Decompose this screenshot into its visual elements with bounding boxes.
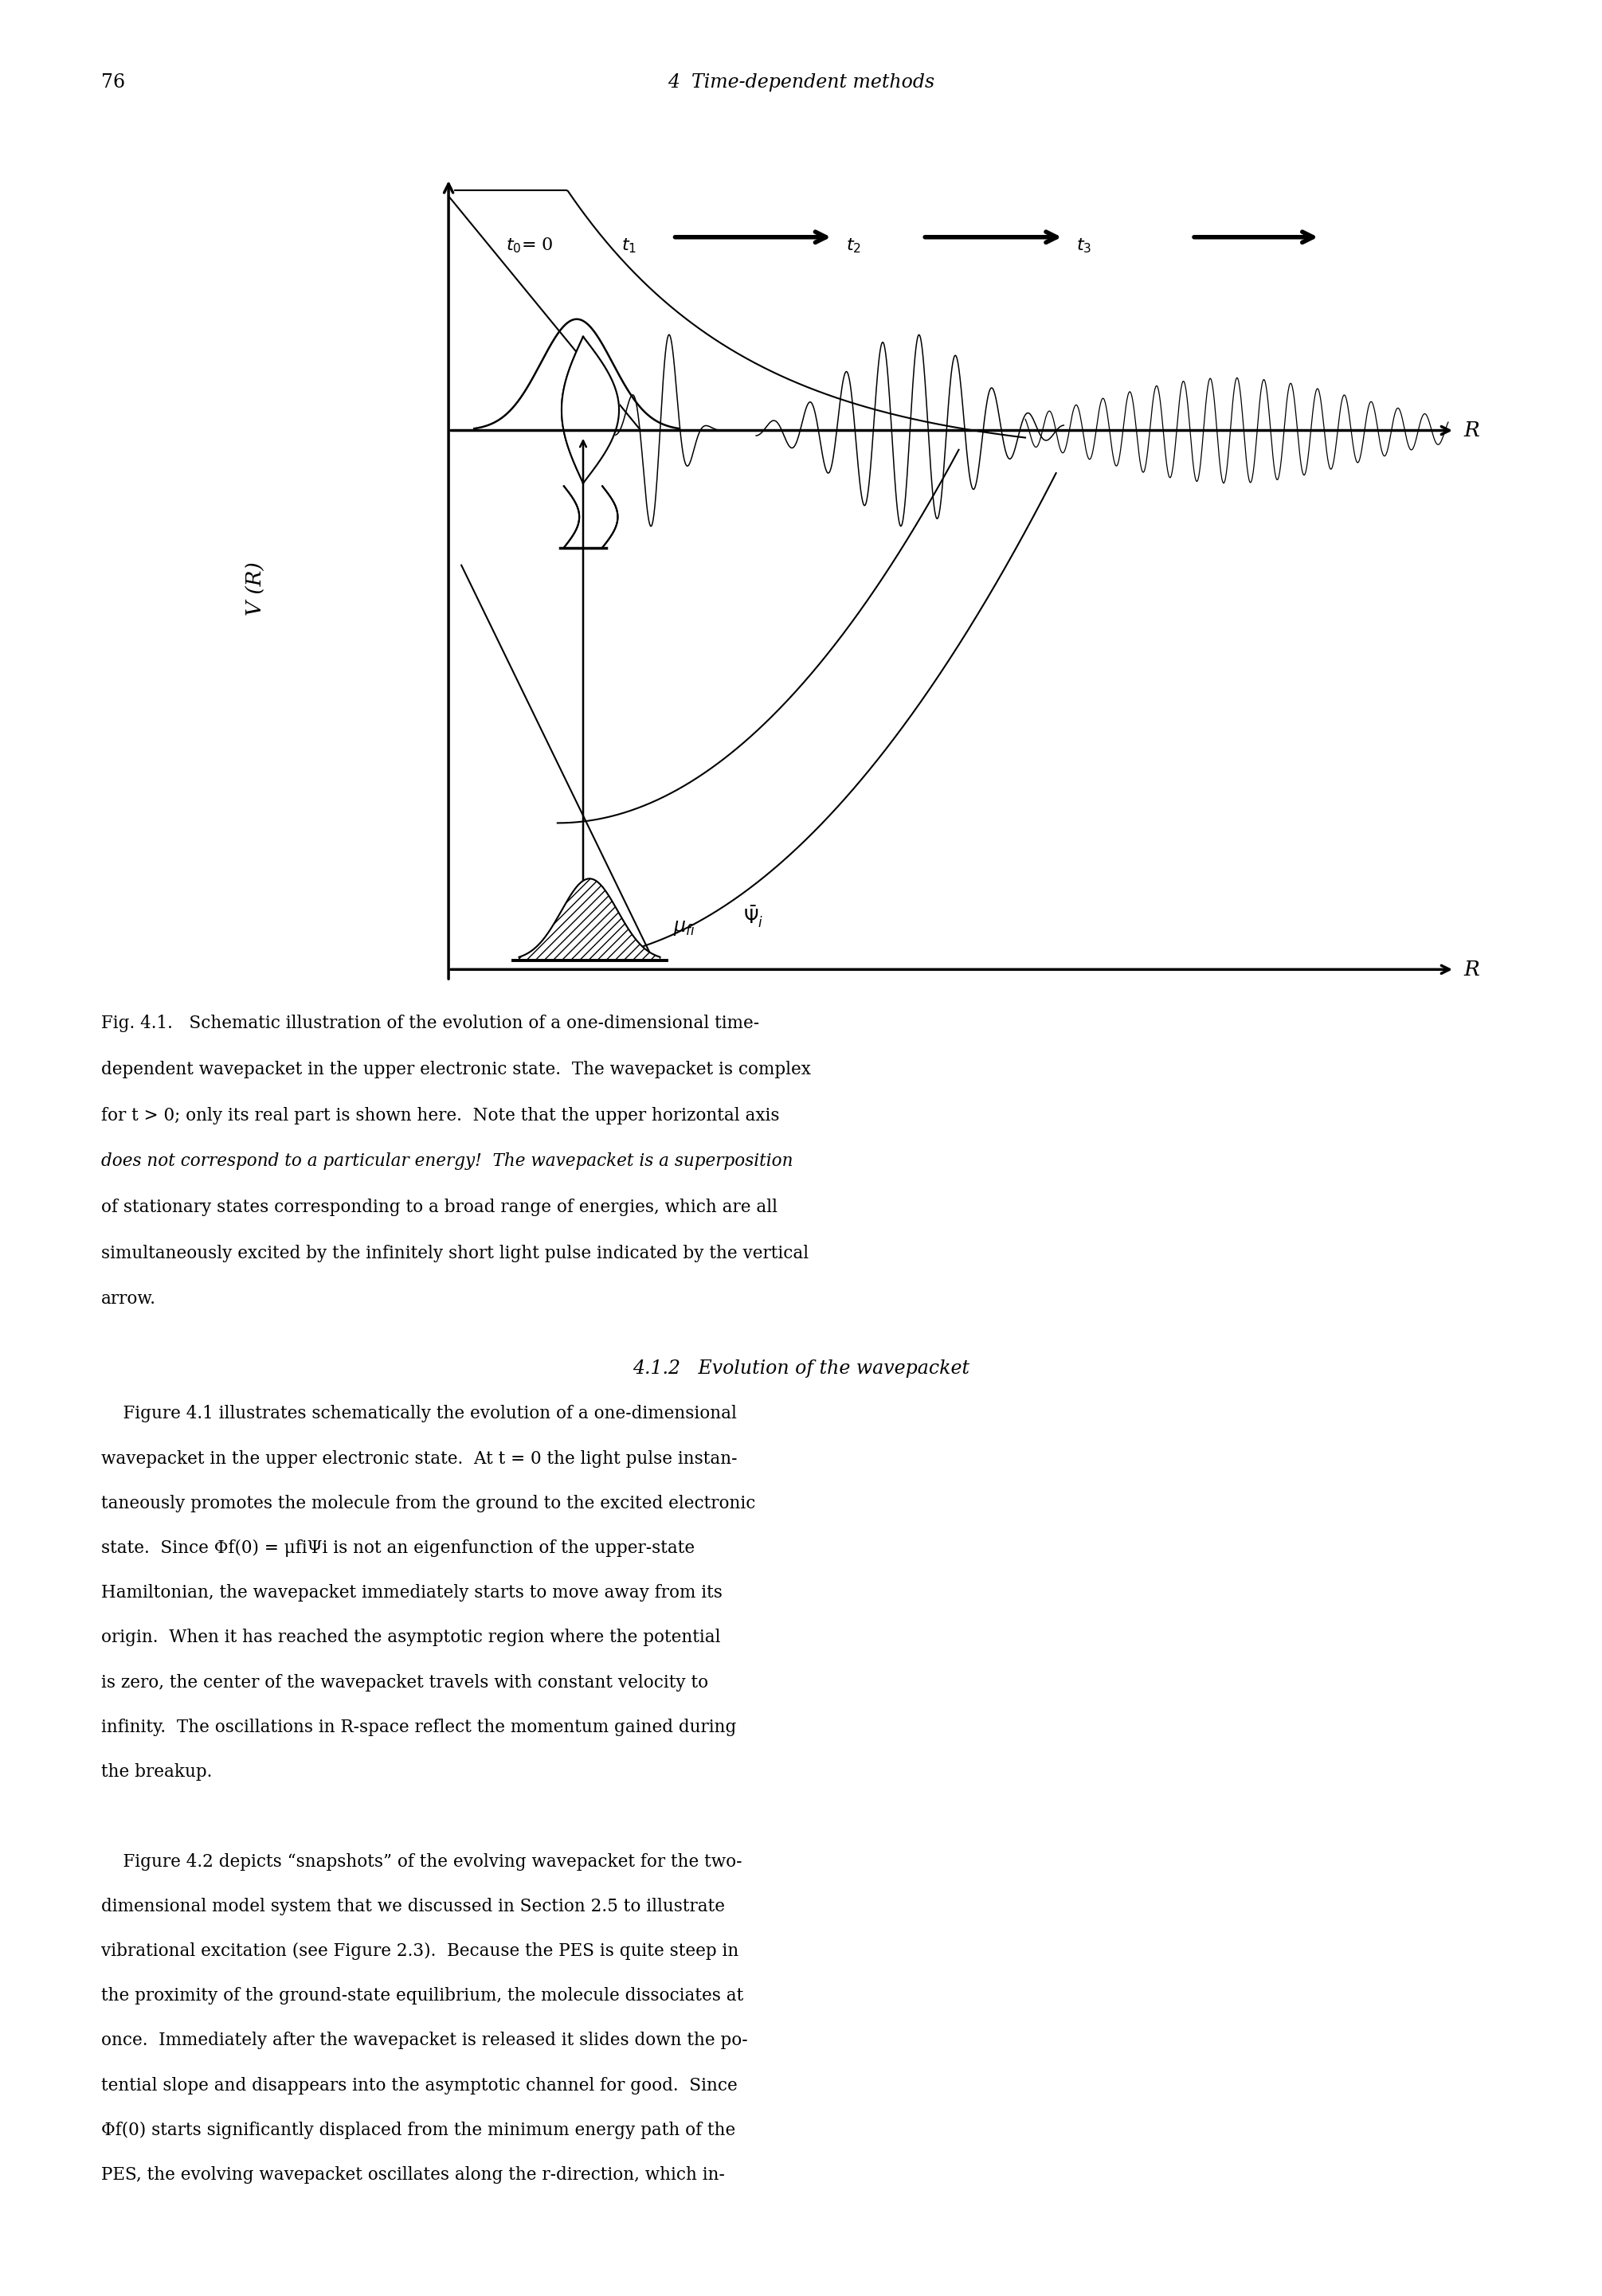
Text: arrow.: arrow. xyxy=(101,1290,155,1309)
Text: R: R xyxy=(1464,420,1479,441)
Text: tential slope and disappears into the asymptotic channel for good.  Since: tential slope and disappears into the as… xyxy=(101,2076,737,2094)
Text: taneously promotes the molecule from the ground to the excited electronic: taneously promotes the molecule from the… xyxy=(101,1495,755,1513)
Text: $\mu_{fi}$: $\mu_{fi}$ xyxy=(673,918,695,937)
Text: Hamiltonian, the wavepacket immediately starts to move away from its: Hamiltonian, the wavepacket immediately … xyxy=(101,1584,723,1603)
Text: 4  Time-dependent methods: 4 Time-dependent methods xyxy=(668,73,934,92)
Text: infinity.  The oscillations in R-space reflect the momentum gained during: infinity. The oscillations in R-space re… xyxy=(101,1717,737,1736)
Text: V (R): V (R) xyxy=(247,563,266,615)
Text: simultaneously excited by the infinitely short light pulse indicated by the vert: simultaneously excited by the infinitely… xyxy=(101,1244,809,1263)
Text: wavepacket in the upper electronic state.  At t = 0 the light pulse instan-: wavepacket in the upper electronic state… xyxy=(101,1451,737,1467)
Text: R: R xyxy=(1464,960,1479,980)
Text: Figure 4.2 depicts “snapshots” of the evolving wavepacket for the two-: Figure 4.2 depicts “snapshots” of the ev… xyxy=(101,1853,742,1871)
Text: 4.1.2   Evolution of the wavepacket: 4.1.2 Evolution of the wavepacket xyxy=(633,1359,969,1378)
Text: does not correspond to a particular energy!  The wavepacket is a superposition: does not correspond to a particular ener… xyxy=(101,1153,793,1171)
Text: the breakup.: the breakup. xyxy=(101,1763,211,1782)
Text: origin.  When it has reached the asymptotic region where the potential: origin. When it has reached the asymptot… xyxy=(101,1630,721,1646)
Text: dependent wavepacket in the upper electronic state.  The wavepacket is complex: dependent wavepacket in the upper electr… xyxy=(101,1061,811,1079)
Text: of stationary states corresponding to a broad range of energies, which are all: of stationary states corresponding to a … xyxy=(101,1199,777,1217)
Text: Fig. 4.1.   Schematic illustration of the evolution of a one-dimensional time-: Fig. 4.1. Schematic illustration of the … xyxy=(101,1015,759,1033)
Text: Figure 4.1 illustrates schematically the evolution of a one-dimensional: Figure 4.1 illustrates schematically the… xyxy=(101,1405,737,1424)
Text: for t > 0; only its real part is shown here.  Note that the upper horizontal axi: for t > 0; only its real part is shown h… xyxy=(101,1107,779,1125)
Text: is zero, the center of the wavepacket travels with constant velocity to: is zero, the center of the wavepacket tr… xyxy=(101,1674,708,1692)
Text: once.  Immediately after the wavepacket is released it slides down the po-: once. Immediately after the wavepacket i… xyxy=(101,2032,748,2050)
Text: PES, the evolving wavepacket oscillates along the r-direction, which in-: PES, the evolving wavepacket oscillates … xyxy=(101,2167,724,2183)
Text: dimensional model system that we discussed in Section 2.5 to illustrate: dimensional model system that we discuss… xyxy=(101,1896,724,1915)
Text: $t_0$= 0: $t_0$= 0 xyxy=(506,236,554,255)
Text: the proximity of the ground-state equilibrium, the molecule dissociates at: the proximity of the ground-state equili… xyxy=(101,1986,743,2004)
Text: Φf(0) starts significantly displaced from the minimum energy path of the: Φf(0) starts significantly displaced fro… xyxy=(101,2122,735,2140)
Text: $t_3$: $t_3$ xyxy=(1077,236,1093,255)
Text: $t_1$: $t_1$ xyxy=(622,236,636,255)
Text: state.  Since Φf(0) = μfiΨi is not an eigenfunction of the upper-state: state. Since Φf(0) = μfiΨi is not an eig… xyxy=(101,1538,695,1557)
Text: vibrational excitation (see Figure 2.3).  Because the PES is quite steep in: vibrational excitation (see Figure 2.3).… xyxy=(101,1942,739,1961)
Text: $t_2$: $t_2$ xyxy=(846,236,860,255)
Text: $\bar{\Psi}_i$: $\bar{\Psi}_i$ xyxy=(743,905,764,930)
Text: 76: 76 xyxy=(101,73,125,92)
